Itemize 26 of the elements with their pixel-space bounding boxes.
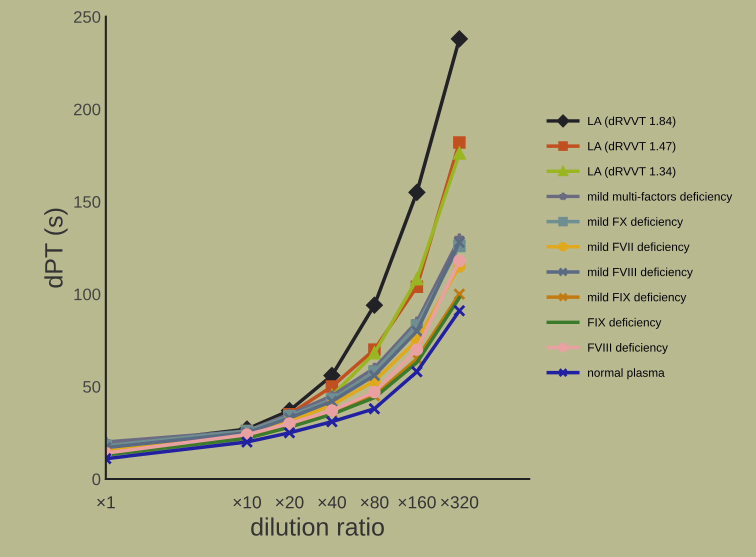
y-tick-label: 0 (92, 473, 100, 486)
legend-label: LA (dRVVT 1.34) (588, 166, 676, 178)
legend-label: FIX deficiency (588, 318, 662, 329)
y-axis-title: dPT (s) (44, 208, 68, 288)
x-tick-label: ×80 (360, 496, 388, 508)
x-axis-title: dilution ratio (251, 517, 384, 536)
legend-label: mild FVIII deficiency (588, 268, 693, 279)
legend-label: mild FVII deficiency (588, 242, 690, 254)
y-tick-label: 150 (74, 196, 100, 208)
y-tick-label: 100 (74, 288, 100, 300)
legend-label: LA (dRVVT 1.84) (588, 116, 676, 128)
legend-label: mild FIX deficiency (588, 292, 686, 304)
x-tick-label: ×20 (276, 496, 304, 508)
x-tick-label: ×40 (318, 496, 346, 508)
y-tick-label: 250 (74, 11, 100, 23)
legend-label: FVIII deficiency (588, 343, 668, 354)
y-tick-label: 50 (83, 380, 100, 393)
x-tick-label: ×10 (233, 496, 262, 508)
legend-label: mild FX deficiency (588, 217, 684, 228)
legend-label: mild multi-factors deficiency (588, 192, 732, 204)
legend-label: normal plasma (588, 368, 665, 380)
legend-label: LA (dRVVT 1.47) (588, 142, 676, 153)
x-tick-label: ×160 (398, 496, 436, 508)
x-tick-label: ×320 (441, 496, 478, 508)
y-tick-label: 200 (74, 104, 100, 116)
x-tick-label: ×1 (97, 496, 115, 508)
